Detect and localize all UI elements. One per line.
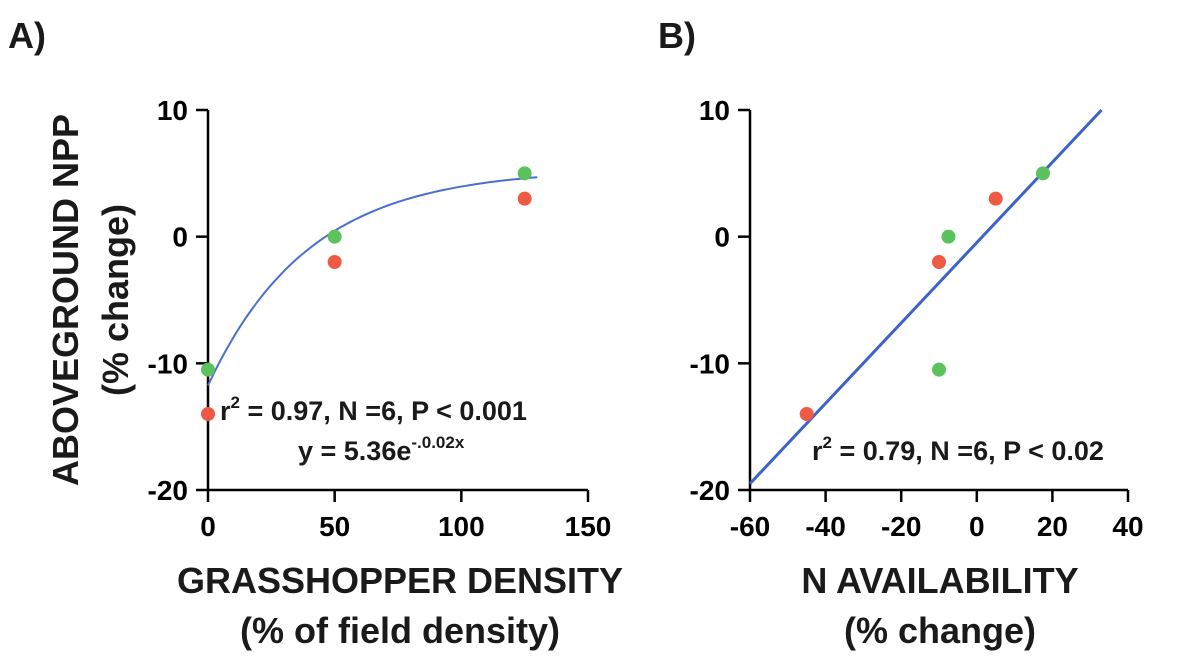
panel-a-point-s1: [328, 230, 342, 244]
panel-a-y-tick-label: -10: [148, 348, 188, 379]
panel-a-x-tick-label: 100: [438, 511, 485, 542]
panel-b-y-tick-label: 10: [699, 95, 730, 126]
panel-a-label: A): [8, 15, 46, 56]
panel-a-point-s1: [201, 363, 215, 377]
panel-b-x-tick-label: 0: [969, 511, 985, 542]
panel-b-xlabel-1: N AVAILABILITY: [801, 560, 1078, 601]
panel-b-x-tick-label: 20: [1037, 511, 1068, 542]
panel-b-y-tick-label: -10: [690, 348, 730, 379]
panel-a-ylabel-1: ABOVEGROUND NPP: [45, 114, 86, 486]
panel-b-stats-rest: = 0.79, N =6, P < 0.02: [832, 436, 1104, 466]
panel-b: B) 100-10-20-60 -40 -20 0 20 40 r2 = 0.79, N …: [658, 15, 1144, 651]
panel-a-stats-r: r: [220, 396, 231, 426]
panel-a-point-s2: [518, 192, 532, 206]
panel-b-x-tick-label: -40: [805, 511, 845, 542]
panel-b-stats: r2 = 0.79, N =6, P < 0.02: [812, 433, 1104, 466]
panel-b-xlabel-2: (% change): [844, 610, 1036, 651]
panel-a-point-s2: [201, 407, 215, 421]
panel-b-stats-r: r: [812, 436, 823, 466]
panel-a-y-tick-label: -20: [148, 475, 188, 506]
panel-a-ticks: 100-10-200 50 100 150: [148, 95, 612, 542]
panel-a-point-s2: [328, 255, 342, 269]
panel-a-y-tick-label: 10: [157, 95, 188, 126]
panel-a: A) 100-10-200 50 100 150 r2 = 0.97, N =6, P…: [8, 15, 623, 651]
panel-a-equation-exponent: -.0.02x: [411, 433, 464, 452]
panel-a-stats-sup: 2: [231, 393, 240, 412]
panel-b-point-s2: [800, 407, 814, 421]
panel-b-point-s1: [932, 363, 946, 377]
panel-a-y-tick-label: 0: [172, 222, 188, 253]
panel-a-x-tick-label: 50: [319, 511, 350, 542]
panel-a-xlabel-1: GRASSHOPPER DENSITY: [177, 560, 623, 601]
panel-b-x-tick-label: -60: [730, 511, 770, 542]
panel-b-x-tick-label: -20: [881, 511, 921, 542]
panel-a-stats: r2 = 0.97, N =6, P < 0.001: [220, 393, 527, 426]
panel-a-points: [201, 166, 532, 421]
panel-b-point-s2: [989, 192, 1003, 206]
panel-b-y-tick-label: 0: [714, 222, 730, 253]
panel-b-point-s2: [932, 255, 946, 269]
panel-a-point-s1: [518, 166, 532, 180]
panel-a-ylabel-2: (% change): [95, 204, 136, 396]
panel-b-x-tick-label: 40: [1112, 511, 1143, 542]
panel-b-stats-sup: 2: [823, 433, 832, 452]
panel-b-y-tick-label: -20: [690, 475, 730, 506]
panel-a-equation: y = 5.36e-.0.02x: [298, 433, 465, 466]
panel-b-label: B): [658, 15, 696, 56]
panel-a-xlabel-2: (% of field density): [240, 610, 560, 651]
panel-a-x-tick-label: 150: [565, 511, 612, 542]
panel-b-point-s1: [1036, 166, 1050, 180]
panel-b-fit-line: [750, 110, 1102, 484]
panel-a-x-tick-label: 0: [200, 511, 216, 542]
panel-a-stats-rest: = 0.97, N =6, P < 0.001: [240, 396, 527, 426]
panel-a-fit-curve: [208, 177, 537, 385]
panel-a-equation-base: y = 5.36e: [298, 436, 411, 466]
panel-b-point-s1: [941, 230, 955, 244]
